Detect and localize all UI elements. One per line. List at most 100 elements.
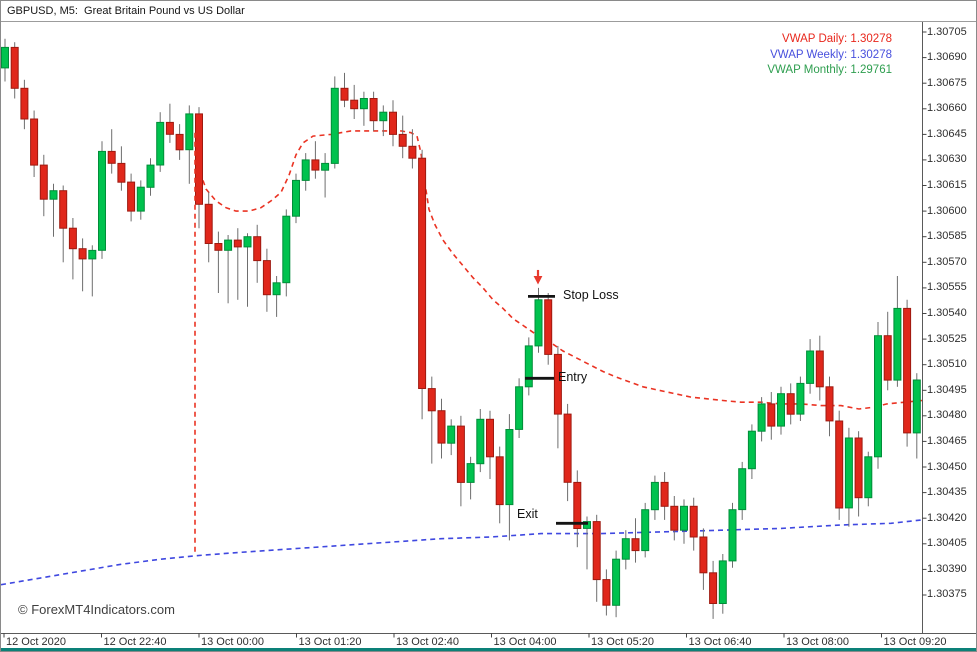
exit-label[interactable]: Exit xyxy=(517,507,538,522)
bear-candle xyxy=(903,307,912,434)
bull-candle xyxy=(680,505,688,531)
vwap-weekly-line xyxy=(1,519,923,586)
bear-candle xyxy=(311,159,320,171)
bear-candle xyxy=(165,121,174,135)
legend-value: 1.30278 xyxy=(850,48,892,61)
price-axis-label: 1.30420 xyxy=(927,511,967,524)
time-axis-label: 13 Oct 06:40 xyxy=(688,636,752,648)
price-axis-label: 1.30705 xyxy=(927,25,967,38)
bull-candle xyxy=(844,437,853,509)
bear-candle xyxy=(408,145,417,159)
bear-candle xyxy=(340,87,349,101)
bull-candle xyxy=(534,299,543,347)
price-axis-label: 1.30405 xyxy=(927,537,967,550)
bear-candle xyxy=(20,87,29,120)
bear-candle xyxy=(660,481,669,507)
sell-arrow-icon[interactable] xyxy=(533,269,543,285)
time-axis-label: 13 Oct 09:20 xyxy=(883,636,947,648)
bull-candle xyxy=(806,350,815,384)
legend-value: 1.30278 xyxy=(850,33,892,45)
bull-candle xyxy=(893,307,902,381)
bear-candle xyxy=(59,190,68,229)
price-axis-label: 1.30585 xyxy=(927,230,967,243)
bull-candle xyxy=(1,46,9,69)
bull-candle xyxy=(874,335,882,458)
bull-candle xyxy=(466,463,475,483)
price-axis-label: 1.30540 xyxy=(927,306,967,319)
bear-candle xyxy=(398,133,407,147)
legend-vwap-daily: VWAP Daily: 1.30278 xyxy=(767,32,892,48)
bear-candle xyxy=(544,299,553,355)
bear-candle xyxy=(767,403,776,427)
bull-candle xyxy=(272,282,281,296)
bear-candle xyxy=(204,203,213,245)
bear-candle xyxy=(214,243,223,251)
chart-title: GBPUSD, M5: Great Britain Pound vs US Do… xyxy=(7,5,245,17)
bear-candle xyxy=(350,99,359,110)
bear-candle xyxy=(835,420,844,509)
price-axis-label: 1.30600 xyxy=(927,204,967,217)
time-axis-label: 13 Oct 04:00 xyxy=(493,636,557,648)
entry-label[interactable]: Entry xyxy=(558,370,588,385)
bull-candle xyxy=(243,236,252,248)
time-axis-label: 13 Oct 05:20 xyxy=(591,636,654,648)
bear-candle xyxy=(699,536,708,574)
bull-candle xyxy=(728,509,737,562)
bear-candle xyxy=(78,248,87,260)
bull-candle xyxy=(476,418,485,465)
price-axis-label: 1.30450 xyxy=(927,460,967,473)
vwap-legend: VWAP Daily: 1.30278 VWAP Weekly: 1.30278… xyxy=(767,32,892,79)
bear-candle xyxy=(786,393,795,415)
bear-candle xyxy=(389,111,397,135)
bear-candle xyxy=(592,521,601,581)
bull-candle xyxy=(447,425,456,444)
price-axis-label: 1.30465 xyxy=(927,434,967,447)
bear-candle xyxy=(825,386,834,422)
stop-loss-label[interactable]: Stop Loss xyxy=(563,288,619,303)
legend-value: 1.29761 xyxy=(850,64,892,76)
bear-candle xyxy=(68,227,77,250)
bull-candle xyxy=(359,98,368,110)
bear-candle xyxy=(418,157,427,389)
bull-candle xyxy=(185,113,194,151)
bull-candle xyxy=(912,379,921,434)
bear-candle xyxy=(573,481,582,529)
window-bottom-edge xyxy=(1,648,976,651)
bull-candle xyxy=(321,162,330,171)
price-axis[interactable]: 1.30705 1.30690 1.30675 1.30660 1.30645 1.306… xyxy=(923,22,976,633)
bull-candle xyxy=(864,456,873,499)
bull-candle xyxy=(292,179,300,217)
price-axis-label: 1.30525 xyxy=(927,332,967,345)
bull-candle xyxy=(49,190,58,200)
price-axis-label: 1.30660 xyxy=(927,102,967,115)
bear-candle xyxy=(854,437,863,499)
legend-label: VWAP Monthly: xyxy=(767,64,848,76)
bear-candle xyxy=(553,353,562,415)
bull-candle xyxy=(282,215,291,284)
bull-candle xyxy=(146,164,155,188)
price-axis-label: 1.30510 xyxy=(927,358,967,371)
price-axis-label: 1.30645 xyxy=(927,127,967,140)
time-axis[interactable]: 12 Oct 2020 12 Oct 22:40 13 Oct 00:00 13 Oc… xyxy=(1,634,976,651)
price-axis-label: 1.30675 xyxy=(927,76,967,89)
bear-candle xyxy=(437,410,446,444)
bear-candle xyxy=(670,505,679,531)
bull-candle xyxy=(224,239,233,251)
bull-candle xyxy=(88,249,97,260)
price-axis-label: 1.30615 xyxy=(927,179,967,192)
bear-candle xyxy=(709,572,718,604)
legend-label: VWAP Daily: xyxy=(782,33,848,45)
bear-candle xyxy=(815,350,824,388)
bear-candle xyxy=(39,164,48,200)
bear-candle xyxy=(233,239,242,248)
bull-candle xyxy=(524,345,533,388)
bear-candle xyxy=(689,505,698,538)
bull-candle xyxy=(505,429,514,506)
bull-candle xyxy=(621,538,630,560)
bull-candle xyxy=(796,382,805,415)
bull-candle xyxy=(301,159,310,181)
bull-candle xyxy=(156,121,165,166)
bear-candle xyxy=(486,418,494,458)
